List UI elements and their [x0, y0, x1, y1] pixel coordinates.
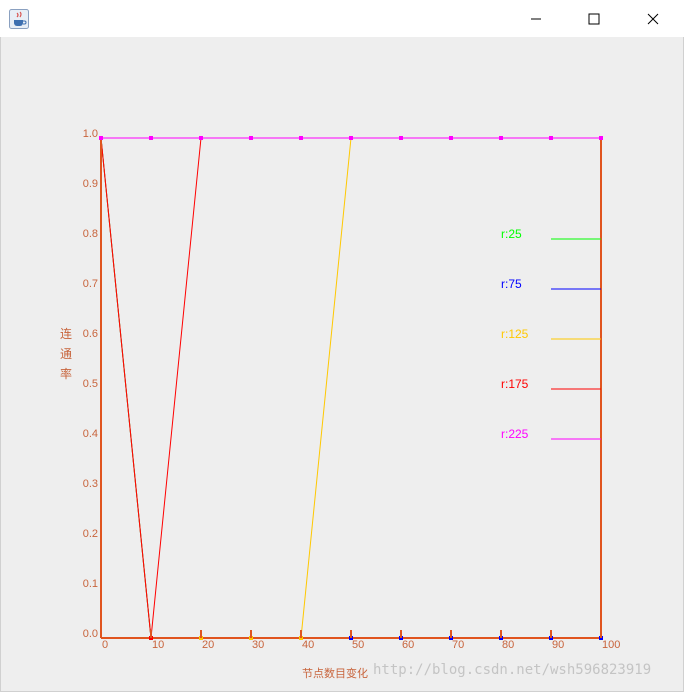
legend-label: r:75 — [501, 277, 522, 291]
x-tick-label: 60 — [402, 639, 414, 651]
legend-label: r:225 — [501, 427, 529, 441]
legend-label: r:125 — [501, 327, 529, 341]
java-cup-icon[interactable] — [9, 9, 29, 29]
x-tick-label: 80 — [502, 639, 514, 651]
x-tick-label: 70 — [452, 639, 464, 651]
x-tick-label: 40 — [302, 639, 314, 651]
y-tick-label: 0.2 — [83, 528, 98, 540]
series-point-4-0 — [99, 136, 103, 140]
title-bar — [0, 0, 684, 37]
y-tick-label: 1.0 — [83, 128, 98, 140]
series-point-4-10 — [599, 136, 603, 140]
y-axis-label: 连 — [60, 326, 72, 341]
y-tick-label: 0.1 — [83, 578, 98, 590]
series-point-4-1 — [149, 136, 153, 140]
series-point-4-7 — [449, 136, 453, 140]
series-point-4-3 — [249, 136, 253, 140]
x-tick-label: 20 — [202, 639, 214, 651]
x-tick-label: 50 — [352, 639, 364, 651]
y-tick-label: 0.0 — [83, 628, 98, 640]
series-point-4-8 — [499, 136, 503, 140]
x-tick-label: 90 — [552, 639, 564, 651]
close-icon — [647, 13, 659, 24]
window-border-left — [0, 37, 1, 692]
x-tick-label: 0 — [102, 639, 108, 651]
y-tick-label: 0.6 — [83, 328, 98, 340]
minimize-button[interactable] — [513, 0, 559, 37]
y-tick-label: 0.5 — [83, 378, 98, 390]
series-point-4-2 — [199, 136, 203, 140]
y-tick-label: 0.7 — [83, 278, 98, 290]
minimize-icon — [531, 18, 541, 19]
y-tick-label: 0.8 — [83, 228, 98, 240]
y-tick-label: 0.9 — [83, 178, 98, 190]
series-point-4-5 — [349, 136, 353, 140]
legend-label: r:175 — [501, 377, 529, 391]
y-axis-label: 通 — [60, 347, 72, 361]
x-tick-label: 30 — [252, 639, 264, 651]
x-tick-label: 10 — [152, 639, 164, 651]
watermark: http://blog.csdn.net/wsh596823919 — [373, 662, 652, 678]
maximize-icon — [588, 13, 600, 24]
close-button[interactable] — [630, 0, 676, 37]
x-tick-label: 100 — [602, 639, 620, 651]
series-point-4-4 — [299, 136, 303, 140]
y-axis-label: 率 — [60, 366, 72, 381]
maximize-button[interactable] — [571, 0, 617, 37]
legend-label: r:25 — [501, 227, 522, 241]
series-point-4-9 — [549, 136, 553, 140]
x-axis-label: 节点数目变化 — [302, 666, 368, 680]
series-point-4-6 — [399, 136, 403, 140]
y-tick-label: 0.3 — [83, 478, 98, 490]
y-tick-label: 0.4 — [83, 428, 98, 440]
